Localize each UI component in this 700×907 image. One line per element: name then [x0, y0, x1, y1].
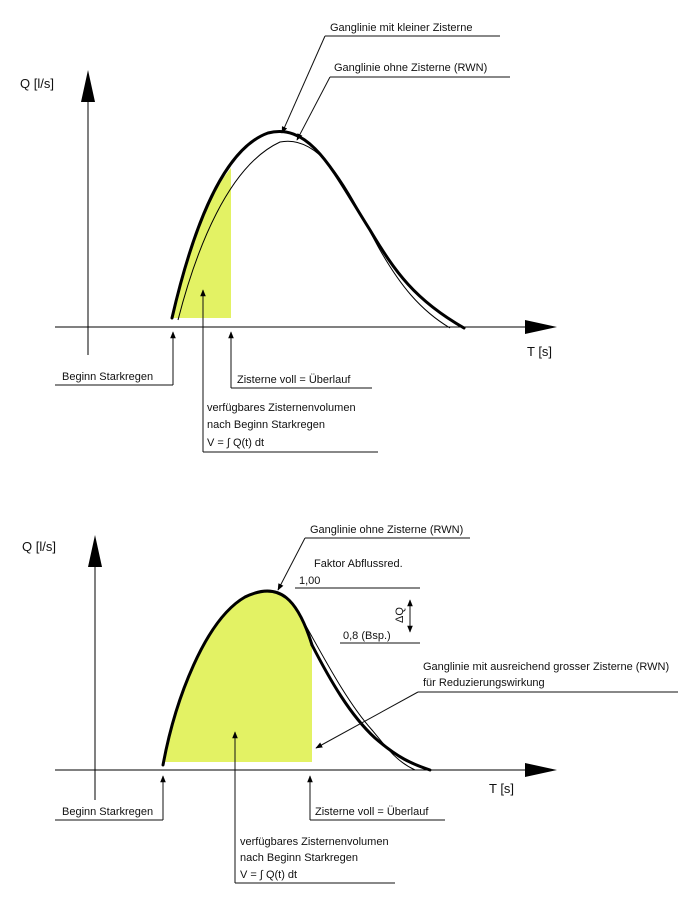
top-diagram: Q [l/s] T [s] Ganglinie mit kleiner Zist… — [20, 22, 557, 453]
top-leader-rwn — [296, 76, 331, 141]
top-y-axis-arrow — [81, 70, 95, 102]
bottom-value-100: 1,00 — [299, 575, 320, 587]
bottom-diagram: Q [l/s] T [s] Ganglinie ohne Zisterne (R… — [22, 524, 678, 884]
top-y-axis-label: Q [l/s] — [20, 76, 54, 91]
top-volume-fill — [172, 168, 231, 318]
top-label-full: Zisterne voll = Überlauf — [237, 374, 351, 386]
bottom-curve-rwn-tail — [296, 609, 416, 771]
bottom-volume-fill — [165, 590, 312, 762]
bottom-volume-formula: V = ∫ Q(t) dt — [240, 869, 297, 881]
bottom-label-faktor: Faktor Abflussred. — [314, 558, 403, 570]
bottom-leader-rwn — [277, 537, 306, 591]
bottom-curve-large-cistern — [161, 589, 314, 767]
top-curve-small-cistern — [170, 130, 466, 330]
bottom-label-large-line1: Ganglinie mit ausreichend grosser Zister… — [423, 661, 669, 673]
bottom-y-axis-arrow — [88, 535, 102, 567]
bottom-x-axis-arrow — [525, 763, 557, 777]
top-volume-formula: V = ∫ Q(t) dt — [207, 437, 264, 449]
bottom-volume-line2: nach Beginn Starkregen — [240, 852, 358, 864]
bottom-value-08: 0,8 (Bsp.) — [343, 630, 391, 642]
top-label-rwn: Ganglinie ohne Zisterne (RWN) — [334, 62, 487, 74]
bottom-curve-large-cistern-tail — [310, 643, 432, 772]
bottom-label-start: Beginn Starkregen — [62, 806, 153, 818]
bottom-deltaq-label: ΔQ — [394, 607, 406, 623]
top-label-small-cistern: Ganglinie mit kleiner Zisterne — [330, 22, 472, 34]
bottom-y-axis-label: Q [l/s] — [22, 539, 56, 554]
top-label-start: Beginn Starkregen — [62, 371, 153, 383]
bottom-label-rwn: Ganglinie ohne Zisterne (RWN) — [310, 524, 463, 536]
top-volume-line2: nach Beginn Starkregen — [207, 419, 325, 431]
bottom-leader-large-cistern — [315, 691, 419, 749]
bottom-x-axis-label: T [s] — [489, 781, 514, 796]
bottom-label-full: Zisterne voll = Überlauf — [315, 806, 429, 818]
bottom-volume-line1: verfügbares Zisternenvolumen — [240, 836, 389, 848]
top-x-axis-label: T [s] — [527, 344, 552, 359]
top-leader-small-cistern — [281, 35, 326, 134]
top-volume-line1: verfügbares Zisternenvolumen — [207, 402, 356, 414]
bottom-label-large-line2: für Reduzierungswirkung — [423, 677, 545, 689]
top-x-axis-arrow — [525, 320, 557, 334]
